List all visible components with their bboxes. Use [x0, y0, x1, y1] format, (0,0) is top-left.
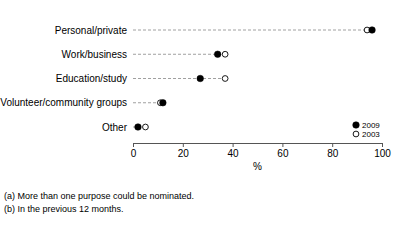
leader-line	[133, 54, 225, 55]
tick-label: 80	[327, 148, 339, 159]
footnote: (a) More than one purpose could be nomin…	[4, 191, 194, 201]
tick-mark	[133, 143, 134, 147]
tick-label: 100	[374, 148, 391, 159]
plot-area	[133, 27, 375, 131]
dot	[197, 75, 204, 82]
chart: Personal/private Work/business Education/s…	[0, 0, 397, 227]
legend-label: 2003	[362, 130, 380, 139]
tick-label: 0	[131, 148, 137, 159]
legend: 20092003	[353, 121, 381, 139]
dot	[222, 51, 228, 57]
category-label: Work/business	[62, 49, 127, 60]
dot	[222, 76, 228, 82]
dot	[214, 51, 221, 58]
legend-marker	[353, 131, 359, 137]
tick-label: 60	[277, 148, 289, 159]
category-label: Education/study	[56, 73, 127, 84]
axis-line	[134, 143, 383, 144]
tick-mark	[233, 143, 234, 147]
tick-mark	[382, 143, 383, 147]
tick-mark	[282, 143, 283, 147]
dot	[143, 124, 149, 130]
tick-label: 40	[228, 148, 240, 159]
tick: 20	[178, 143, 190, 159]
tick: 80	[327, 143, 339, 159]
tick: 40	[228, 143, 240, 159]
leader-line	[133, 78, 225, 79]
tick: 100	[374, 143, 391, 159]
leader-line	[133, 30, 372, 31]
legend-marker	[353, 122, 360, 129]
footnote: (b) In the previous 12 months.	[4, 204, 124, 214]
dot	[160, 99, 167, 106]
category-labels: Personal/private Work/business Education/s…	[0, 25, 127, 133]
category-label: Volunteer/community groups	[0, 97, 127, 108]
tick-mark	[183, 143, 184, 147]
tick: 0	[131, 143, 137, 159]
x-axis-title: %	[253, 161, 262, 172]
tick: 60	[277, 143, 289, 159]
category-label: Other	[102, 122, 128, 133]
category-label: Personal/private	[55, 25, 128, 36]
tick-label: 20	[178, 148, 190, 159]
legend-label: 2009	[362, 121, 380, 130]
dot	[369, 27, 376, 34]
dot	[135, 124, 142, 131]
tick-mark	[332, 143, 333, 147]
x-axis: 0 20 40 60 80 100	[131, 143, 392, 159]
